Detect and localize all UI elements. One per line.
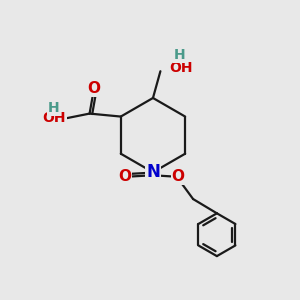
Text: O: O <box>172 169 185 184</box>
Text: H: H <box>48 100 60 115</box>
Text: O: O <box>88 81 100 96</box>
Text: H: H <box>174 48 185 62</box>
Text: N: N <box>146 163 160 181</box>
Text: O: O <box>118 169 131 184</box>
Text: OH: OH <box>42 111 66 125</box>
Text: OH: OH <box>169 61 193 75</box>
